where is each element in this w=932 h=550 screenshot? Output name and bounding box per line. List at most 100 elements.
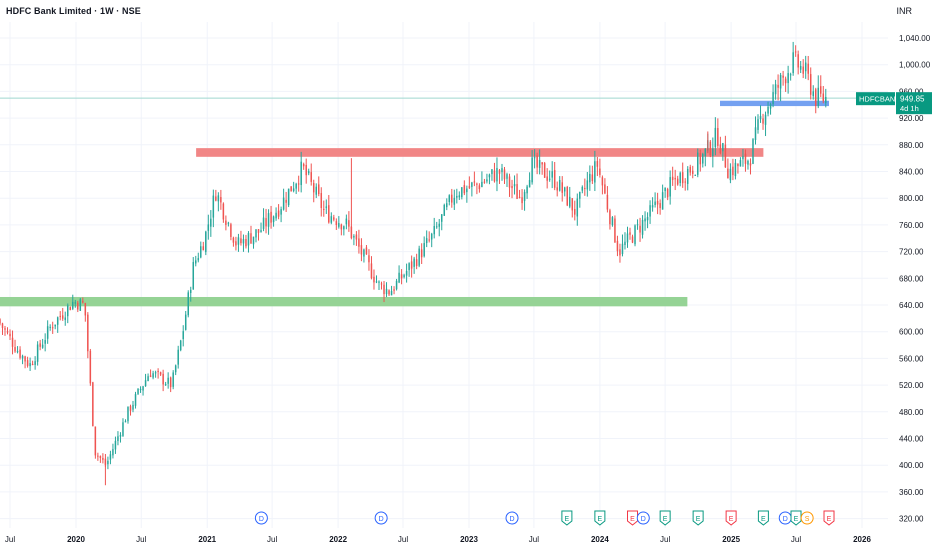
symbol-tag-label: HDFCBANK bbox=[859, 95, 900, 104]
currency-label[interactable]: INR bbox=[896, 6, 913, 16]
candle-body bbox=[212, 195, 215, 218]
candle-body bbox=[548, 178, 551, 180]
candle-body bbox=[97, 455, 99, 457]
event-marker-label: S bbox=[805, 516, 810, 523]
candle-body bbox=[599, 168, 601, 175]
candle-body bbox=[669, 177, 671, 197]
event-marker-earnings-down bbox=[725, 510, 737, 526]
candle-body bbox=[144, 380, 147, 387]
candle-body bbox=[164, 384, 167, 386]
candle-body bbox=[338, 223, 340, 227]
event-marker-earnings-up bbox=[757, 510, 769, 526]
candle-body bbox=[543, 163, 546, 178]
candle-body bbox=[722, 142, 724, 152]
event-marker-earnings-up bbox=[594, 510, 606, 526]
candle-body bbox=[435, 226, 438, 228]
candle-body bbox=[744, 153, 747, 164]
candle-body bbox=[817, 87, 820, 107]
candle-body bbox=[375, 281, 378, 283]
candle-body bbox=[689, 166, 691, 173]
candle-body bbox=[277, 210, 280, 217]
candle-body bbox=[36, 344, 39, 362]
candle-body bbox=[569, 196, 571, 207]
candle-body bbox=[200, 246, 202, 258]
candle-body bbox=[634, 225, 636, 245]
candle-body bbox=[769, 104, 772, 109]
candle-body bbox=[235, 241, 237, 246]
candle-body bbox=[636, 224, 639, 226]
candle-body bbox=[704, 148, 707, 157]
candle-body bbox=[468, 186, 471, 188]
candle-body bbox=[149, 375, 152, 377]
candle-body bbox=[476, 183, 478, 185]
candle-body bbox=[732, 166, 734, 176]
candle-body bbox=[343, 226, 345, 230]
y-tick-label: 440.00 bbox=[899, 435, 924, 444]
candle-body bbox=[102, 458, 104, 460]
candle-body bbox=[822, 93, 825, 101]
candle-body bbox=[162, 373, 164, 385]
price-tag-value: 949.85 bbox=[900, 95, 925, 104]
candle-body bbox=[285, 199, 287, 203]
candle-body bbox=[92, 382, 94, 427]
candle-body bbox=[802, 66, 804, 74]
candle-body bbox=[413, 258, 415, 267]
candle-body bbox=[511, 186, 513, 189]
candle-body bbox=[676, 178, 679, 185]
candle-body bbox=[446, 203, 448, 208]
candle-body bbox=[202, 246, 205, 251]
candle-body bbox=[616, 240, 619, 252]
event-marker-earnings-up bbox=[659, 510, 671, 526]
candle-body bbox=[440, 214, 443, 222]
candle-body bbox=[240, 238, 242, 244]
y-tick-label: 640.00 bbox=[899, 301, 924, 310]
candle-body bbox=[388, 290, 390, 295]
candle-body bbox=[430, 233, 433, 240]
candle-body bbox=[639, 225, 641, 233]
candle-body bbox=[227, 222, 230, 224]
candle-body bbox=[596, 161, 599, 167]
event-marker-label: E bbox=[696, 516, 701, 523]
candle-body bbox=[137, 388, 139, 394]
candle-body bbox=[318, 184, 320, 195]
candle-body bbox=[516, 184, 518, 199]
candle-body bbox=[107, 460, 109, 465]
candle-body bbox=[661, 192, 664, 210]
zone-support-2 bbox=[720, 100, 830, 107]
candle-body bbox=[742, 155, 744, 160]
candle-body bbox=[378, 281, 380, 283]
candle-body bbox=[290, 186, 292, 192]
candle-body bbox=[172, 372, 174, 387]
candle-body bbox=[493, 170, 496, 182]
candle-body bbox=[56, 317, 59, 325]
y-tick-label: 400.00 bbox=[899, 461, 924, 470]
candle-body bbox=[787, 73, 789, 84]
candle-body bbox=[302, 164, 305, 167]
candle-body bbox=[109, 454, 112, 460]
x-tick-label: 2026 bbox=[853, 535, 871, 544]
candle-body bbox=[333, 217, 335, 220]
candle-body bbox=[312, 183, 315, 193]
event-marker-label: D bbox=[641, 516, 646, 523]
candle-body bbox=[528, 180, 531, 188]
candle-body bbox=[355, 234, 358, 240]
candle-body bbox=[310, 172, 312, 182]
candle-body bbox=[222, 203, 225, 220]
candle-body bbox=[112, 449, 114, 456]
candle-body bbox=[328, 205, 330, 223]
x-tick-label: Jul bbox=[136, 535, 146, 544]
candle-body bbox=[749, 163, 752, 166]
candle-body bbox=[232, 237, 235, 243]
candle-body bbox=[666, 189, 669, 198]
candle-body bbox=[797, 54, 799, 68]
candle-body bbox=[601, 177, 604, 186]
candle-body bbox=[49, 326, 51, 328]
event-marker-earnings-down bbox=[627, 510, 639, 526]
candle-body bbox=[551, 171, 553, 178]
candle-body bbox=[210, 218, 212, 227]
candle-body bbox=[257, 229, 260, 233]
candle-body bbox=[473, 181, 476, 183]
candle-body bbox=[415, 259, 418, 266]
candle-body bbox=[461, 187, 463, 198]
